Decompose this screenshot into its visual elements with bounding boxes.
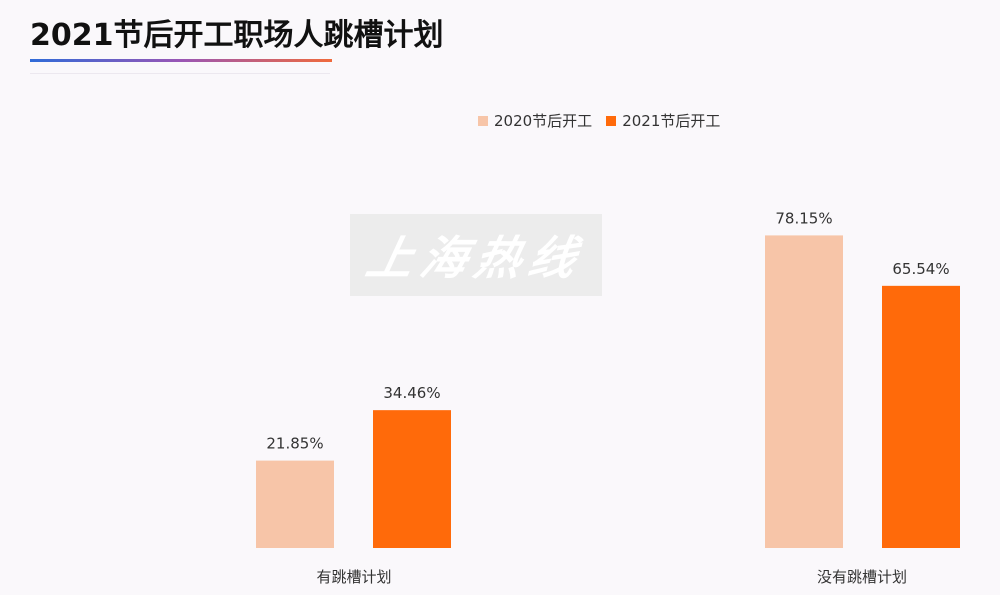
watermark-logo: 上海热线	[350, 214, 602, 296]
data-label-2020-cat0: 21.85%	[266, 435, 323, 453]
bar-2020-cat0	[256, 460, 334, 548]
data-label-2021-cat0: 34.46%	[383, 384, 440, 402]
category-label-0: 有跳槽计划	[316, 568, 391, 586]
chart-legend: 2020节后开工 2021节后开工	[478, 110, 720, 131]
category-label-1: 没有跳槽计划	[817, 568, 907, 586]
bar-2021-cat0	[373, 410, 451, 548]
legend-swatch-2021	[606, 115, 617, 126]
data-label-2021-cat1: 65.54%	[892, 260, 949, 278]
data-label-2020-cat1: 78.15%	[775, 209, 832, 227]
title-underline	[30, 59, 332, 62]
legend-swatch-2020	[478, 115, 488, 126]
page-title: 2021节后开工职场人跳槽计划	[30, 18, 444, 53]
legend-label-2020: 2020节后开工	[494, 112, 593, 130]
bar-2020-cat1	[765, 235, 843, 548]
bar-2021-cat1	[882, 285, 960, 548]
legend-item-2021[interactable]: 2021节后开工	[606, 110, 720, 131]
legend-item-2020[interactable]: 2020节后开工	[478, 110, 592, 131]
title-divider	[30, 73, 330, 74]
legend-label-2021: 2021节后开工	[622, 112, 721, 130]
